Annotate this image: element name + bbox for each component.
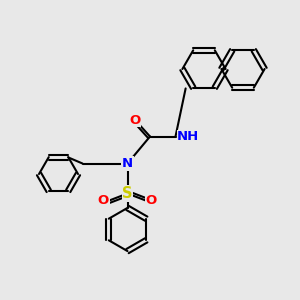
Text: O: O [146, 194, 157, 208]
Text: NH: NH [177, 130, 199, 143]
Text: O: O [98, 194, 109, 208]
Text: S: S [122, 186, 133, 201]
Text: N: N [122, 157, 133, 170]
Text: O: O [129, 113, 141, 127]
